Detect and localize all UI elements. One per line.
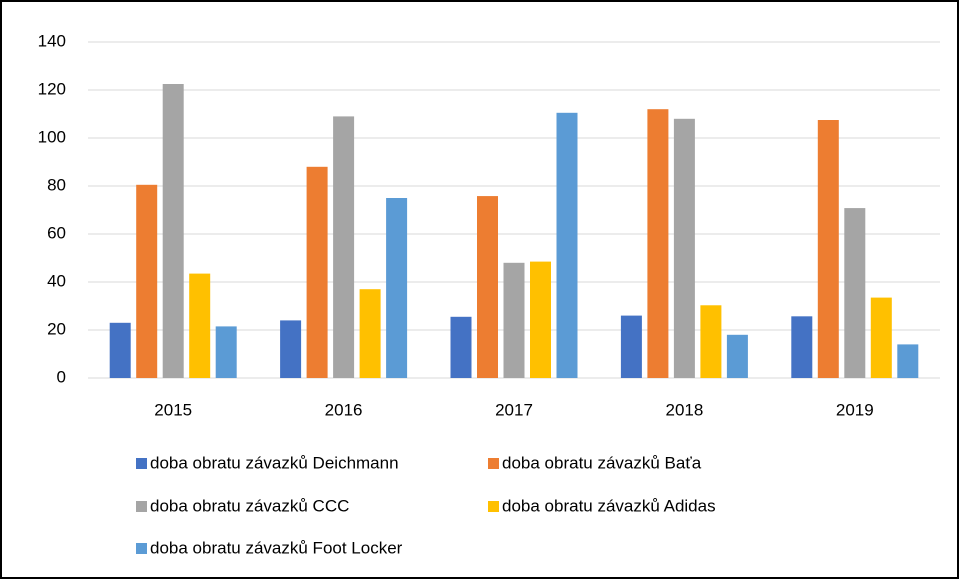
x-tick-label: 2016 [325,400,363,419]
y-tick-label: 140 [38,31,66,50]
legend-swatch [136,501,147,512]
bar [109,322,131,378]
legend-label: doba obratu závazků Foot Locker [150,538,403,557]
bar [844,208,866,378]
bar [503,262,525,378]
bar [215,326,237,378]
bar [189,273,211,378]
bar [450,316,472,378]
bar [359,289,381,378]
x-tick-label: 2018 [665,400,703,419]
bar [162,84,184,378]
bar [673,118,695,379]
bar [817,120,839,378]
y-tick-label: 60 [47,223,66,242]
legend-swatch [488,458,499,469]
bar [280,320,302,378]
bar [386,198,408,378]
bar [556,112,578,379]
bar [477,196,498,378]
bar [530,261,551,378]
bar [791,316,813,378]
y-tick-label: 100 [38,127,66,146]
y-tick-label: 40 [47,271,66,290]
legend-label: doba obratu závazků Adidas [502,496,716,515]
y-tick-label: 20 [47,319,66,338]
bar [306,166,328,378]
legend-label: doba obratu závazků Deichmann [150,453,399,472]
bar [897,344,919,378]
y-tick-label: 120 [38,79,66,98]
legend-swatch [136,458,147,469]
x-tick-label: 2019 [836,400,874,419]
legend-swatch [136,543,147,554]
bar [726,334,748,378]
x-tick-label: 2015 [154,400,192,419]
bar [700,305,722,378]
y-tick-label: 80 [47,175,66,194]
bar [333,116,355,379]
legend-label: doba obratu závazků Baťa [502,453,702,472]
bar [620,315,642,378]
y-tick-label: 0 [57,367,66,386]
bar [136,184,158,378]
bar [870,297,892,378]
legend-swatch [488,501,499,512]
legend-label: doba obratu závazků CCC [150,496,349,515]
bar [647,109,669,378]
x-tick-label: 2017 [495,400,533,419]
